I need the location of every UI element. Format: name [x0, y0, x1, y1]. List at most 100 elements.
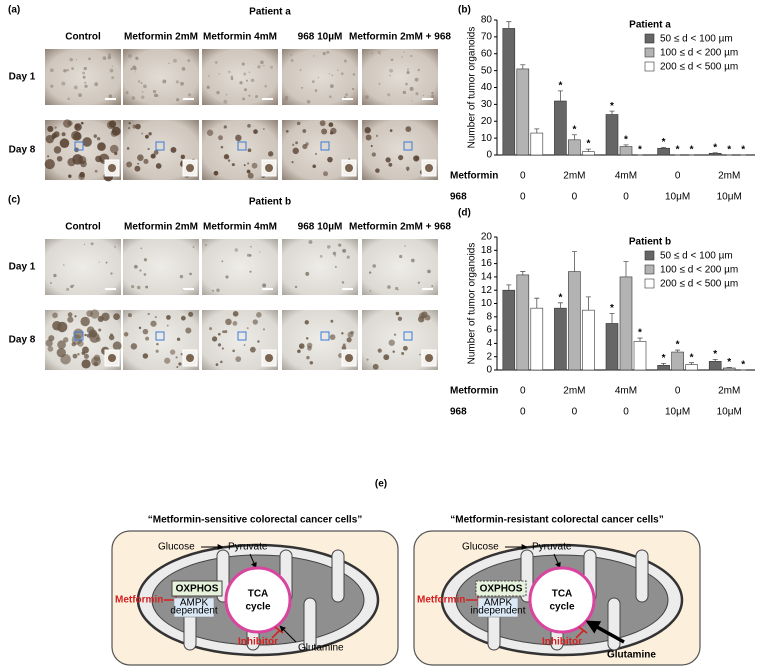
organoid: [327, 156, 333, 163]
organoid: [128, 121, 131, 125]
organoid: [223, 154, 230, 160]
organoid: [297, 349, 301, 353]
organoid: [60, 353, 71, 365]
organoid: [328, 95, 332, 99]
organoid: [131, 284, 135, 289]
organoid: [106, 120, 115, 130]
organoid: [80, 316, 90, 327]
significance-star: *: [690, 145, 694, 156]
y-tick-label: 6: [486, 325, 492, 336]
cell-title: “Metformin-sensitive colorectal cancer c…: [148, 515, 363, 526]
organoid: [235, 134, 242, 142]
organoid: [218, 73, 220, 75]
y-tick-label: 10: [481, 298, 493, 309]
organoid: [176, 366, 179, 368]
arrow: [553, 553, 561, 569]
organoid: [145, 285, 149, 289]
y-tick-label: 30: [481, 99, 493, 110]
inset-organoid: [265, 354, 273, 362]
error-bar: [534, 297, 540, 309]
organoid: [366, 358, 369, 361]
organoid: [77, 340, 84, 347]
error-bar: [689, 362, 695, 365]
organoid: [223, 125, 227, 129]
bar: [605, 323, 619, 371]
organoid: [79, 171, 85, 178]
bar: [605, 114, 619, 156]
organoid: [209, 327, 213, 331]
organoid: [152, 90, 157, 94]
organoid: [268, 151, 274, 157]
organoid: [405, 126, 412, 133]
organoid: [81, 351, 86, 355]
error-bar: [585, 148, 591, 152]
organoid: [154, 316, 157, 319]
inhibitor-label: Inhibitor: [238, 637, 278, 648]
oxphos-label: OXPHOS: [176, 584, 219, 595]
organoid: [108, 334, 115, 341]
organoid: [246, 169, 251, 174]
error-bar: [534, 128, 540, 134]
organoid: [264, 84, 267, 88]
organoid: [70, 284, 74, 289]
organoid: [343, 59, 347, 63]
bar: [722, 367, 736, 371]
x-tick-label: 0: [520, 407, 526, 418]
organoid: [418, 312, 426, 319]
organoid: [98, 328, 102, 332]
x-tick-label: 10μM: [717, 192, 742, 203]
panel-label: (c): [8, 195, 20, 206]
organoid: [137, 154, 144, 161]
organoid: [245, 79, 249, 82]
organoid: [141, 91, 144, 93]
organoid: [414, 77, 419, 82]
bar: [657, 147, 670, 156]
organoid: [332, 251, 337, 256]
error-bar: [520, 64, 526, 69]
panel-label: (d): [458, 208, 471, 219]
organoid: [247, 124, 251, 128]
bar: [568, 271, 581, 371]
organoid: [387, 93, 391, 97]
organoid: [139, 269, 142, 272]
organoid: [94, 169, 98, 173]
inhibition: [271, 626, 284, 639]
column-header: Metformin 4mM: [203, 222, 277, 233]
zoom-box: [403, 331, 413, 341]
organoid: [247, 172, 254, 179]
organoid: [247, 162, 250, 165]
organoid: [166, 315, 171, 320]
significance-star: *: [558, 81, 562, 92]
organoid: [225, 318, 232, 326]
organoid: [406, 68, 409, 71]
organoid: [285, 130, 289, 133]
organoid: [242, 97, 246, 101]
organoid: [90, 309, 100, 319]
inset-organoid: [345, 164, 353, 172]
organoid: [134, 264, 138, 269]
organoid: [301, 86, 304, 89]
organoid: [390, 58, 394, 62]
organoid: [175, 80, 179, 84]
organoid: [364, 127, 371, 134]
organoid: [315, 152, 317, 155]
organoid: [389, 129, 393, 132]
organoid: [141, 95, 145, 100]
ampk-label: independent: [470, 606, 525, 617]
organoid: [341, 281, 345, 284]
organoid: [431, 94, 435, 98]
organoid: [253, 129, 258, 134]
organoid: [292, 143, 295, 146]
y-tick-label: 20: [481, 116, 493, 127]
organoid: [372, 363, 379, 370]
chart-title: Patient a: [629, 20, 671, 31]
organoid: [75, 58, 78, 61]
organoid: [138, 326, 142, 330]
organoid: [399, 254, 403, 259]
organoid: [53, 146, 62, 154]
significance-star: *: [713, 142, 717, 153]
organoid: [427, 269, 431, 274]
y-tick-label: 4: [486, 338, 492, 349]
organoid: [93, 134, 97, 138]
y-tick-label: 50: [481, 65, 493, 76]
